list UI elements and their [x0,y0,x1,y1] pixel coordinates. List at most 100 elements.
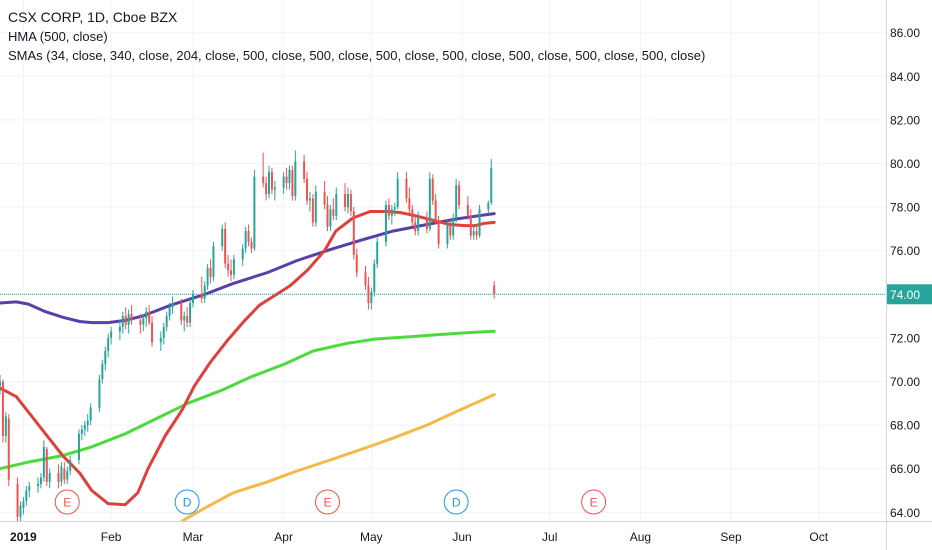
candle-body [244,231,247,249]
candle-body [7,418,10,480]
candle [306,172,309,205]
hma-line [0,212,496,325]
y-tick-label: 70.00 [890,375,920,389]
earnings-marker-label: E [590,496,598,510]
candle [60,462,63,487]
chart-legend: CSX CORP, 1D, Cboe BZX HMA (500, close) … [8,8,705,65]
candle [311,194,314,227]
candle-body [22,501,25,508]
sma-204-line [0,329,496,471]
y-tick-label: 64.00 [890,506,920,520]
candle [253,170,256,251]
candle-body [411,209,414,223]
candle-body [414,222,417,232]
candle [329,204,332,232]
y-tick-label: 76.00 [890,244,920,258]
candle-body [291,170,294,197]
candle [326,196,329,232]
candle-body [162,326,165,338]
last-price-badge-bg [887,284,932,305]
candle-body [168,307,171,317]
candle-body [200,294,203,299]
candle [104,346,107,371]
sma-indicator-label[interactable]: SMAs (34, close, 340, close, 204, close,… [8,48,706,63]
candle [458,180,461,210]
candle [98,374,101,413]
candle-body [130,313,133,321]
candle-body [57,473,60,482]
candle-body [98,379,101,408]
candle [478,204,481,238]
candle [206,263,209,290]
symbol-title[interactable]: CSX CORP, 1D, Cboe BZX [8,9,178,25]
candle [405,172,408,203]
candle [101,359,104,384]
x-tick-label: Oct [809,530,828,544]
candle-body [25,490,28,502]
candle-body [472,231,475,236]
candle-body [16,483,19,517]
candle-body [434,200,437,221]
candle-body [0,381,1,386]
candle-body [86,420,89,426]
candle-body [127,313,130,325]
candle [370,287,373,310]
candle-body [393,207,396,210]
candle [230,259,233,282]
y-tick-label: 78.00 [890,201,920,215]
candle-body [268,172,271,195]
candle [373,259,376,297]
dividend-marker[interactable]: D [174,489,200,515]
candle [437,215,440,249]
candle [262,152,265,188]
candle [162,322,165,345]
candle [273,180,276,201]
hma-indicator-label[interactable]: HMA (500, close) [8,29,108,44]
candle [224,222,227,269]
candle [323,180,326,210]
candle-body [151,322,154,343]
candle-body [262,176,265,184]
candle [16,477,19,521]
earnings-marker[interactable]: E [54,489,80,515]
candle-body [203,285,206,299]
sma-340-line [180,393,496,523]
candle [408,187,411,214]
candle-body [449,224,452,236]
candle-body [60,466,63,482]
candle [411,204,414,227]
earnings-marker[interactable]: E [581,489,607,515]
candle [390,204,393,225]
dividend-marker[interactable]: D [443,489,469,515]
candle [69,455,72,476]
candle [83,420,86,436]
candle [387,198,390,221]
candle [127,309,130,334]
candle [303,154,306,184]
candle-body [19,505,22,517]
candle [48,468,51,489]
candle-body [104,350,107,365]
sma-34-line [0,210,496,507]
candle [227,255,230,277]
candle-body [39,477,42,484]
candle-body [390,209,393,216]
candle-body [241,248,244,260]
candle-body [493,285,496,295]
x-tick-label: Sep [720,530,742,544]
x-tick-label: Mar [183,530,204,544]
candle [332,198,335,221]
candle [414,215,417,236]
candle-body [364,272,367,286]
candle-body [183,316,186,321]
candle [89,403,92,426]
candle [19,501,22,521]
earnings-marker[interactable]: E [314,489,340,515]
candle [186,307,189,327]
candle [57,464,60,489]
candle-body [314,191,317,223]
candle [250,237,253,253]
candle-body [370,292,373,304]
candle [452,213,455,240]
